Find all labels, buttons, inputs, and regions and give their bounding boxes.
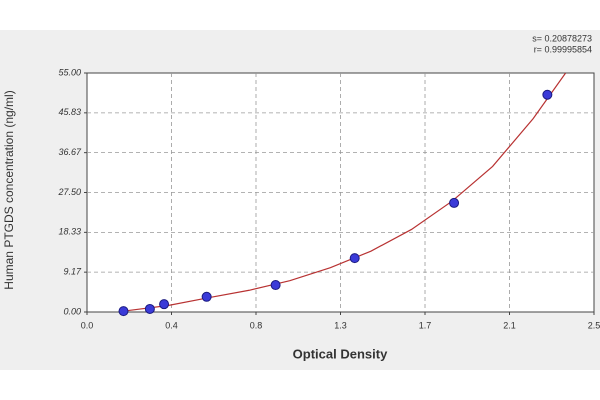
- data-point: [201, 291, 212, 302]
- y-tick-label: 0.00: [63, 306, 81, 316]
- annotation: s= 0.20878273: [532, 33, 592, 43]
- y-tick-label: 45.83: [58, 107, 81, 117]
- data-point: [449, 197, 460, 208]
- y-tick-label: 9.17: [63, 267, 82, 277]
- y-axis-label: Human PTGDS concentration (ng/ml): [2, 90, 16, 289]
- y-tick-label: 18.33: [58, 227, 81, 237]
- x-tick-label: 0.4: [165, 320, 178, 330]
- x-tick-label: 0.8: [250, 320, 263, 330]
- annotation: r= 0.99995854: [534, 44, 592, 54]
- y-tick-label: 55.00: [58, 67, 81, 77]
- x-tick-label: 1.7: [419, 320, 432, 330]
- x-tick-label: 1.3: [334, 320, 347, 330]
- data-point: [144, 303, 155, 314]
- data-point: [159, 299, 170, 310]
- data-point: [542, 89, 553, 100]
- data-point: [270, 280, 281, 291]
- x-tick-label: 2.5: [588, 320, 600, 330]
- y-tick-label: 36.67: [58, 147, 82, 157]
- data-point: [349, 253, 360, 264]
- x-axis-label: Optical Density: [293, 346, 388, 361]
- x-tick-label: 2.1: [503, 320, 516, 330]
- data-point: [118, 306, 129, 317]
- x-tick-label: 0.0: [81, 320, 94, 330]
- y-tick-label: 27.50: [57, 187, 81, 197]
